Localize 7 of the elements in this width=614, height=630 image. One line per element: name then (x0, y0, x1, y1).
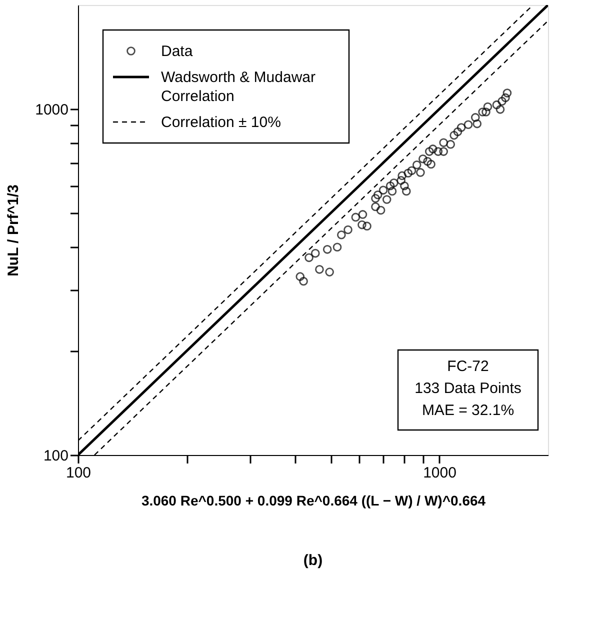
legend-label: Correlation ± 10% (161, 114, 281, 131)
y-axis-title: NuL / Prf^1/3 (5, 184, 22, 276)
annotation: FC-72 133 Data Points MAE = 32.1% (414, 358, 522, 419)
x-axis-title: 3.060 Re^0.500 + 0.099 Re^0.664 ((L − W) / W)^0.664 (141, 492, 486, 508)
legend-label: Data (161, 43, 194, 60)
legend-label: Wadsworth & Mudawar Correlation (161, 69, 316, 105)
text: (b) (303, 552, 323, 569)
